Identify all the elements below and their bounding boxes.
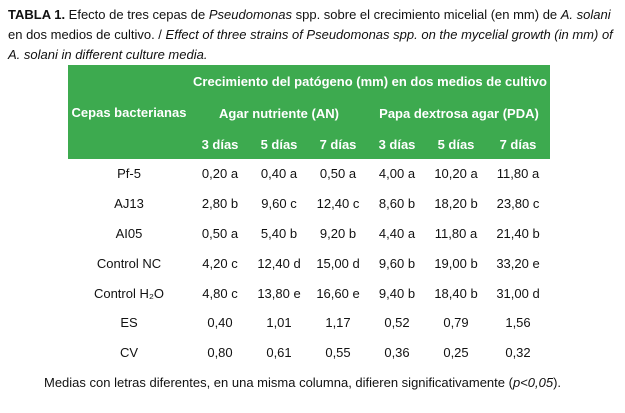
table-body: Pf-5 0,20 a 0,40 a 0,50 a 4,00 a 10,20 a 11,80… bbox=[68, 159, 550, 368]
header-day: 3 días bbox=[190, 129, 250, 159]
cell-value: 19,00 b bbox=[434, 255, 478, 271]
caption-text-3: en dos medios de cultivo. / bbox=[8, 27, 166, 42]
cell-value: 12,40 d bbox=[257, 255, 301, 271]
cell-value: 9,60 c bbox=[261, 196, 297, 212]
table-row: Control H₂O 4,80 c 13,80 e 16,60 e 9,40 b 18,… bbox=[68, 278, 550, 308]
cell-value: 11,80 a bbox=[496, 166, 540, 182]
cell-value: 12,40 c bbox=[316, 196, 360, 212]
cell-value: 0,25 bbox=[443, 345, 469, 361]
table-row: Control NC 4,20 c 12,40 d 15,00 d 9,60 b 19,0… bbox=[68, 248, 550, 278]
data-table: Cepas bacterianas Crecimiento del patóge… bbox=[68, 65, 550, 368]
cell-value: 13,80 e bbox=[257, 285, 301, 301]
cell-value: 21,40 b bbox=[496, 225, 540, 241]
cell-value: 9,20 b bbox=[319, 225, 357, 241]
cell-value: 1,01 bbox=[266, 315, 292, 331]
table-row: ES 0,40 1,01 1,17 0,52 0,79 1,56 bbox=[68, 308, 550, 338]
cell-value: 4,20 c bbox=[202, 255, 238, 271]
cell-value: 4,00 a bbox=[378, 166, 416, 182]
table-header: Cepas bacterianas Crecimiento del patóge… bbox=[68, 65, 550, 159]
header-day: 7 días bbox=[486, 129, 550, 159]
cell-value: 11,80 a bbox=[434, 225, 478, 241]
cell-value: 0,32 bbox=[505, 345, 531, 361]
header-medium-an: Agar nutriente (AN) bbox=[190, 97, 368, 129]
cell-value: 1,56 bbox=[505, 315, 531, 331]
cell-value: 16,60 e bbox=[316, 285, 360, 301]
header-group: Crecimiento del patógeno (mm) en dos med… bbox=[190, 65, 550, 97]
cell-value: 0,50 a bbox=[201, 225, 239, 241]
cell-value: 18,40 b bbox=[434, 285, 478, 301]
cell-value: 33,20 e bbox=[496, 255, 540, 271]
cell-cepa: Pf-5 bbox=[117, 166, 141, 182]
cell-cepa: ES bbox=[120, 315, 138, 331]
caption-english: Effect of three strains of Pseudomonas s… bbox=[8, 27, 613, 62]
cell-value: 9,60 b bbox=[378, 255, 416, 271]
header-day: 3 días bbox=[368, 129, 426, 159]
caption-text-2: spp. sobre el crecimiento micelial (en m… bbox=[292, 7, 561, 22]
header-day: 7 días bbox=[308, 129, 368, 159]
caption-genus: Pseudomonas bbox=[208, 7, 292, 22]
cell-value: 5,40 b bbox=[260, 225, 298, 241]
cell-cepa: CV bbox=[119, 345, 139, 361]
cell-cepa: Control H₂O bbox=[93, 285, 165, 301]
cell-value: 0,20 a bbox=[201, 166, 239, 182]
caption-text-1: Efecto de tres cepas de bbox=[65, 7, 209, 22]
table-row: AJ13 2,80 b 9,60 c 12,40 c 8,60 b 18,20 b 23,8… bbox=[68, 189, 550, 219]
header-day: 5 días bbox=[250, 129, 308, 159]
cell-value: 0,40 a bbox=[260, 166, 298, 182]
table-caption: TABLA 1. Efecto de tres cepas de Pseudom… bbox=[8, 5, 620, 65]
cell-value: 0,55 bbox=[325, 345, 351, 361]
cell-cepa: Control NC bbox=[96, 255, 162, 271]
table-footnote: Medias con letras diferentes, en una mis… bbox=[44, 375, 561, 390]
header-cepas: Cepas bacterianas bbox=[68, 65, 190, 159]
table-row: Pf-5 0,20 a 0,40 a 0,50 a 4,00 a 10,20 a 11,80… bbox=[68, 159, 550, 189]
cell-value: 31,00 d bbox=[496, 285, 540, 301]
cell-value: 4,40 a bbox=[378, 225, 416, 241]
cell-value: 0,79 bbox=[443, 315, 469, 331]
cell-cepa: AJ13 bbox=[114, 196, 144, 212]
cell-value: 23,80 c bbox=[496, 196, 540, 212]
cell-value: 0,80 bbox=[207, 345, 233, 361]
footnote-text: Medias con letras diferentes, en una mis… bbox=[44, 375, 513, 390]
cell-value: 0,61 bbox=[266, 345, 292, 361]
cell-value: 1,17 bbox=[325, 315, 351, 331]
cell-value: 8,60 b bbox=[378, 196, 416, 212]
table-row: AI05 0,50 a 5,40 b 9,20 b 4,40 a 11,80 a 21,40… bbox=[68, 219, 550, 249]
cell-value: 2,80 b bbox=[201, 196, 239, 212]
cell-value: 10,20 a bbox=[434, 166, 478, 182]
cell-cepa: AI05 bbox=[115, 225, 143, 241]
cell-value: 15,00 d bbox=[316, 255, 360, 271]
cell-value: 0,36 bbox=[384, 345, 410, 361]
cell-value: 9,40 b bbox=[378, 285, 416, 301]
cell-value: 0,52 bbox=[384, 315, 410, 331]
header-medium-pda: Papa dextrosa agar (PDA) bbox=[368, 97, 550, 129]
cell-value: 0,50 a bbox=[319, 166, 357, 182]
caption-label: TABLA 1. bbox=[8, 7, 66, 22]
table-row: CV 0,80 0,61 0,55 0,36 0,25 0,32 bbox=[68, 338, 550, 368]
cell-value: 18,20 b bbox=[434, 196, 478, 212]
footnote-pvalue: p<0,05 bbox=[512, 375, 554, 390]
caption-species: A. solani bbox=[560, 7, 611, 22]
footnote-end: ). bbox=[553, 375, 562, 390]
cell-value: 0,40 bbox=[207, 315, 233, 331]
header-day: 5 días bbox=[426, 129, 486, 159]
cell-value: 4,80 c bbox=[202, 285, 238, 301]
